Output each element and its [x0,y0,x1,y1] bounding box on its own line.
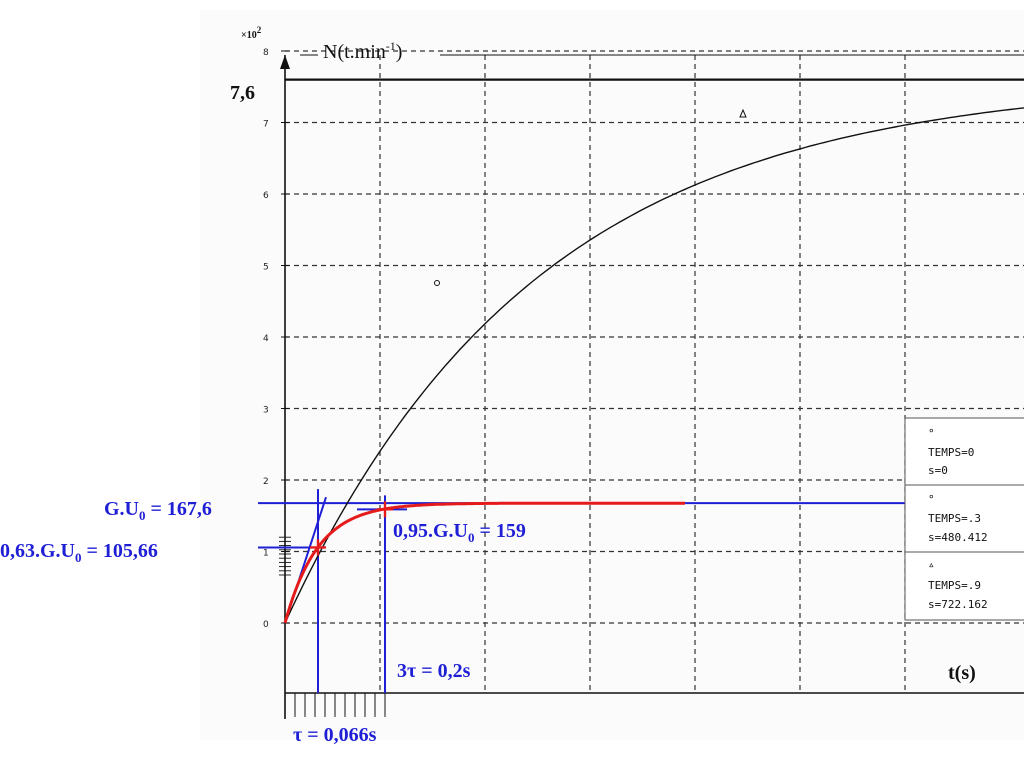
legend-box [904,417,1024,621]
y-tick-label: 4 [263,334,269,344]
legend-entry-marker: ∘ [928,424,935,437]
y-tick-label: 7 [263,120,269,130]
y-tick-label: 3 [263,406,269,416]
g095-annotation: 0,95.G.U0 = 159 [393,520,526,545]
legend: ∘ TEMPS=0 s=0 ∘ TEMPS=.3 s=480.412 ▵ TEM… [904,417,1024,621]
y-tick-label: 6 [263,191,269,201]
black-curve [284,107,1024,624]
legend-entry-line2: s=0 [928,464,948,477]
x-minor-ticks [284,693,386,717]
legend-entry-line2: s=722.162 [928,598,988,611]
legend-entry-line1: TEMPS=0 [928,446,974,459]
legend-entry-line1: TEMPS=.3 [928,512,981,525]
y-tick-label: 8 [263,48,269,58]
g063-annotation: 0,63.G.U0 = 105,66 [0,540,158,565]
three-tau-annotation: 3τ = 0,2s [397,660,471,682]
data-point-marker [739,108,747,118]
legend-entry-marker: ∘ [928,490,935,503]
gu0-annotation: G.U0 = 167,6 [104,498,212,523]
y-axis-label: N(t.min-1) [323,39,402,63]
y-axis-arrow [280,55,290,69]
black-series [284,107,1024,624]
tau-annotation: τ = 0,066s [293,724,377,746]
y-tick-label: 0 [263,620,269,630]
red-curve [283,501,685,624]
red-series [283,501,685,624]
y-tick-label: 2 [263,477,269,487]
x-axis-label: t(s) [948,662,976,684]
y-tick-label: 1 [263,549,269,559]
y-tick-label: 5 [263,263,269,273]
legend-entry-line2: s=480.412 [928,531,988,544]
asymptote-label: 7,6 [230,82,255,104]
legend-entry-line1: TEMPS=.9 [928,579,981,592]
y-multiplier: ×102 [241,25,262,41]
legend-entry-marker: ▵ [928,558,935,571]
paper-background [200,10,1024,740]
data-point-marker [434,280,440,286]
y-ticks: 0 1 2 3 4 5 6 7 8 [263,48,291,630]
axes [280,54,1024,719]
